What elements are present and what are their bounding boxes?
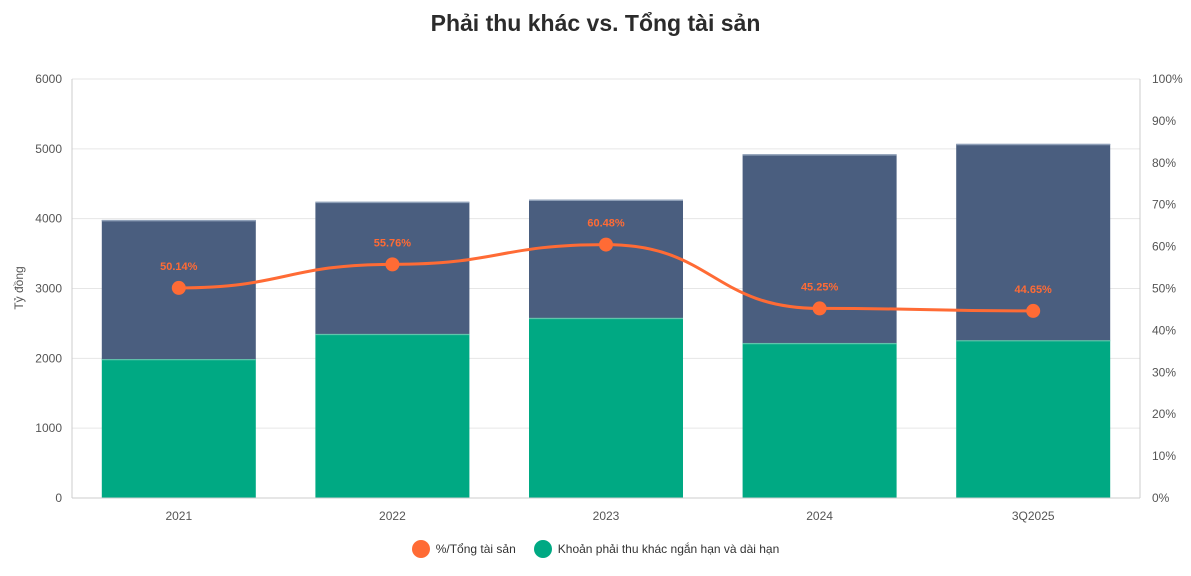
- percent-data-label: 60.48%: [587, 218, 625, 230]
- y2-tick-label: 10%: [1152, 449, 1176, 463]
- line-series: 50.14% 55.76% 60.48% 45.25% 44.65%: [160, 218, 1052, 318]
- y-tick-label: 2000: [35, 351, 62, 365]
- legend: %/Tổng tài sản Khoản phải thu khác ngắn …: [0, 540, 1191, 558]
- bar-receivables: [101, 359, 256, 498]
- x-tick-label: 2022: [379, 509, 406, 523]
- bars: [101, 143, 1111, 498]
- bar-receivables: [529, 317, 683, 498]
- percent-point: [1026, 303, 1041, 318]
- y2-tick-label: 60%: [1152, 240, 1176, 254]
- legend-item-percent[interactable]: %/Tổng tài sản: [411, 540, 516, 558]
- percent-point: [171, 280, 186, 295]
- y2-tick-label: 50%: [1152, 282, 1176, 296]
- x-tick-label: 2021: [165, 509, 192, 523]
- y2-tick-label: 30%: [1152, 365, 1176, 379]
- y-tick-label: 3000: [35, 282, 62, 296]
- y2-tick-label: 100%: [1152, 72, 1183, 86]
- y-tick-label: 1000: [35, 421, 62, 435]
- y-axis-title: Tỷ đồng: [12, 266, 26, 309]
- legend-label-receivables: Khoản phải thu khác ngắn hạn và dài hạn: [557, 542, 780, 556]
- axes: 0 1000 2000 3000 4000 5000 6000 0% 10% 20% 30% 40% 5…: [35, 72, 1183, 523]
- bar-receivables: [956, 340, 1111, 498]
- legend-item-receivables[interactable]: Khoản phải thu khác ngắn hạn và dài hạn: [533, 540, 780, 558]
- legend-swatch-percent-icon: [411, 540, 430, 558]
- x-tick-label: 2024: [806, 509, 833, 523]
- y-tick-label: 0: [55, 491, 62, 505]
- legend-swatch-receivables-icon: [533, 540, 552, 558]
- bar-receivables: [742, 342, 897, 498]
- legend-label-percent: %/Tổng tài sản: [435, 542, 516, 556]
- x-tick-label: 2023: [593, 509, 620, 523]
- bar-total-assets: [529, 199, 683, 318]
- y2-tick-label: 80%: [1152, 156, 1176, 170]
- y2-tick-label: 20%: [1152, 407, 1176, 421]
- y2-tick-label: 0%: [1152, 491, 1170, 505]
- percent-point: [599, 237, 613, 252]
- y2-tick-label: 40%: [1152, 323, 1176, 337]
- bar-receivables: [315, 333, 470, 498]
- y2-tick-label: 70%: [1152, 198, 1176, 212]
- percent-point: [385, 257, 400, 272]
- y-tick-label: 6000: [35, 72, 62, 86]
- percent-data-label: 44.65%: [1015, 284, 1053, 296]
- chart-title: Phải thu khác vs. Tổng tài sản: [430, 10, 761, 36]
- y2-tick-label: 90%: [1152, 114, 1176, 128]
- y-tick-label: 4000: [35, 212, 62, 226]
- percent-data-label: 45.25%: [801, 281, 839, 293]
- percent-data-label: 55.76%: [374, 237, 412, 249]
- percent-point: [812, 301, 827, 316]
- y-tick-label: 5000: [35, 142, 62, 156]
- percent-data-label: 50.14%: [160, 261, 198, 273]
- x-tick-label: 3Q2025: [1012, 509, 1055, 523]
